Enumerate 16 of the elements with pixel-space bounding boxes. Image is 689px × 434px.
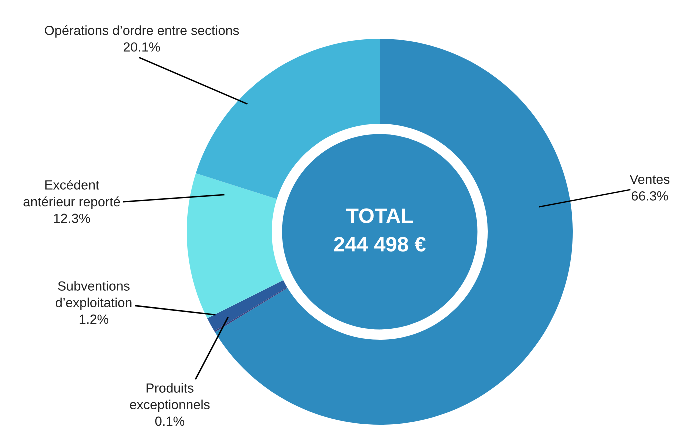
slice-label: Produits exceptionnels bbox=[130, 383, 210, 412]
data-label: 66.3% bbox=[632, 192, 668, 201]
donut-slice bbox=[196, 39, 380, 200]
donut-slice bbox=[214, 288, 288, 332]
text: TOTAL 244 498 € bbox=[334, 208, 426, 252]
slice-label: Excédent antérieur reporté bbox=[24, 180, 120, 210]
data-label: 1.2% bbox=[80, 314, 109, 324]
donut-slice bbox=[187, 174, 284, 319]
donut-slice bbox=[215, 39, 573, 425]
data-label: 20.1% bbox=[124, 42, 160, 52]
slice-label: Subventions d’exploitation bbox=[56, 281, 132, 310]
data-label: 0.1% bbox=[155, 416, 185, 426]
slice-label: Opérations d’ordre entre sections bbox=[45, 25, 240, 38]
slice-label: Ventes bbox=[630, 175, 670, 184]
donut-slice bbox=[207, 280, 288, 332]
data-label: 12.3% bbox=[54, 214, 90, 224]
